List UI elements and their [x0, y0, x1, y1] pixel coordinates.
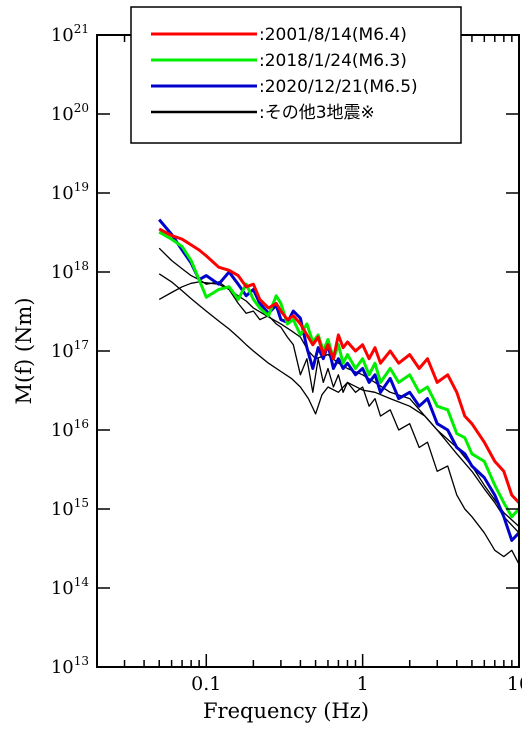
series-layer: [158, 218, 519, 565]
series-line-1: [158, 230, 519, 519]
series-line-5: [158, 281, 519, 534]
y-tick-label: 1021: [51, 22, 89, 46]
y-tick-label: 1017: [51, 338, 89, 362]
legend-label-1: :2018/1/24(M6.3): [259, 51, 407, 71]
y-tick-label: 1020: [51, 101, 89, 125]
x-tick-label: 10: [507, 673, 522, 695]
series-line-3: [158, 247, 519, 565]
y-tick-label: 1014: [51, 575, 90, 599]
legend-box: [130, 6, 462, 144]
x-axis-label: Frequency (Hz): [203, 699, 369, 723]
y-tick-label: 1013: [51, 654, 89, 678]
x-tick-label: 1: [357, 673, 369, 695]
y-tick-label: 1018: [51, 259, 89, 283]
series-line-2: [158, 218, 519, 542]
x-tick-label: 0.1: [191, 673, 221, 695]
labels-layer: 0.1 1 10 1013 1014 1015 1016 1017 1018 1019 1020 10…: [51, 22, 522, 695]
y-tick-label: 1019: [51, 180, 89, 204]
legend-label-3: :その他3地震※: [259, 103, 375, 123]
legend-label-0: :2001/8/14(M6.4): [259, 25, 407, 45]
legend-items: :2001/8/14(M6.4) :2018/1/24(M6.3) :2020/12…: [151, 25, 418, 123]
legend: :2001/8/14(M6.4) :2018/1/24(M6.3) :2020/12…: [130, 6, 462, 144]
y-tick-label: 1015: [51, 496, 89, 520]
series-line-0: [158, 227, 519, 504]
y-tick-label: 1016: [51, 417, 89, 441]
legend-label-2: :2020/12/21(M6.5): [259, 77, 418, 97]
series-line-4: [158, 273, 519, 527]
y-axis-label: M(f) (Nm): [12, 297, 36, 404]
